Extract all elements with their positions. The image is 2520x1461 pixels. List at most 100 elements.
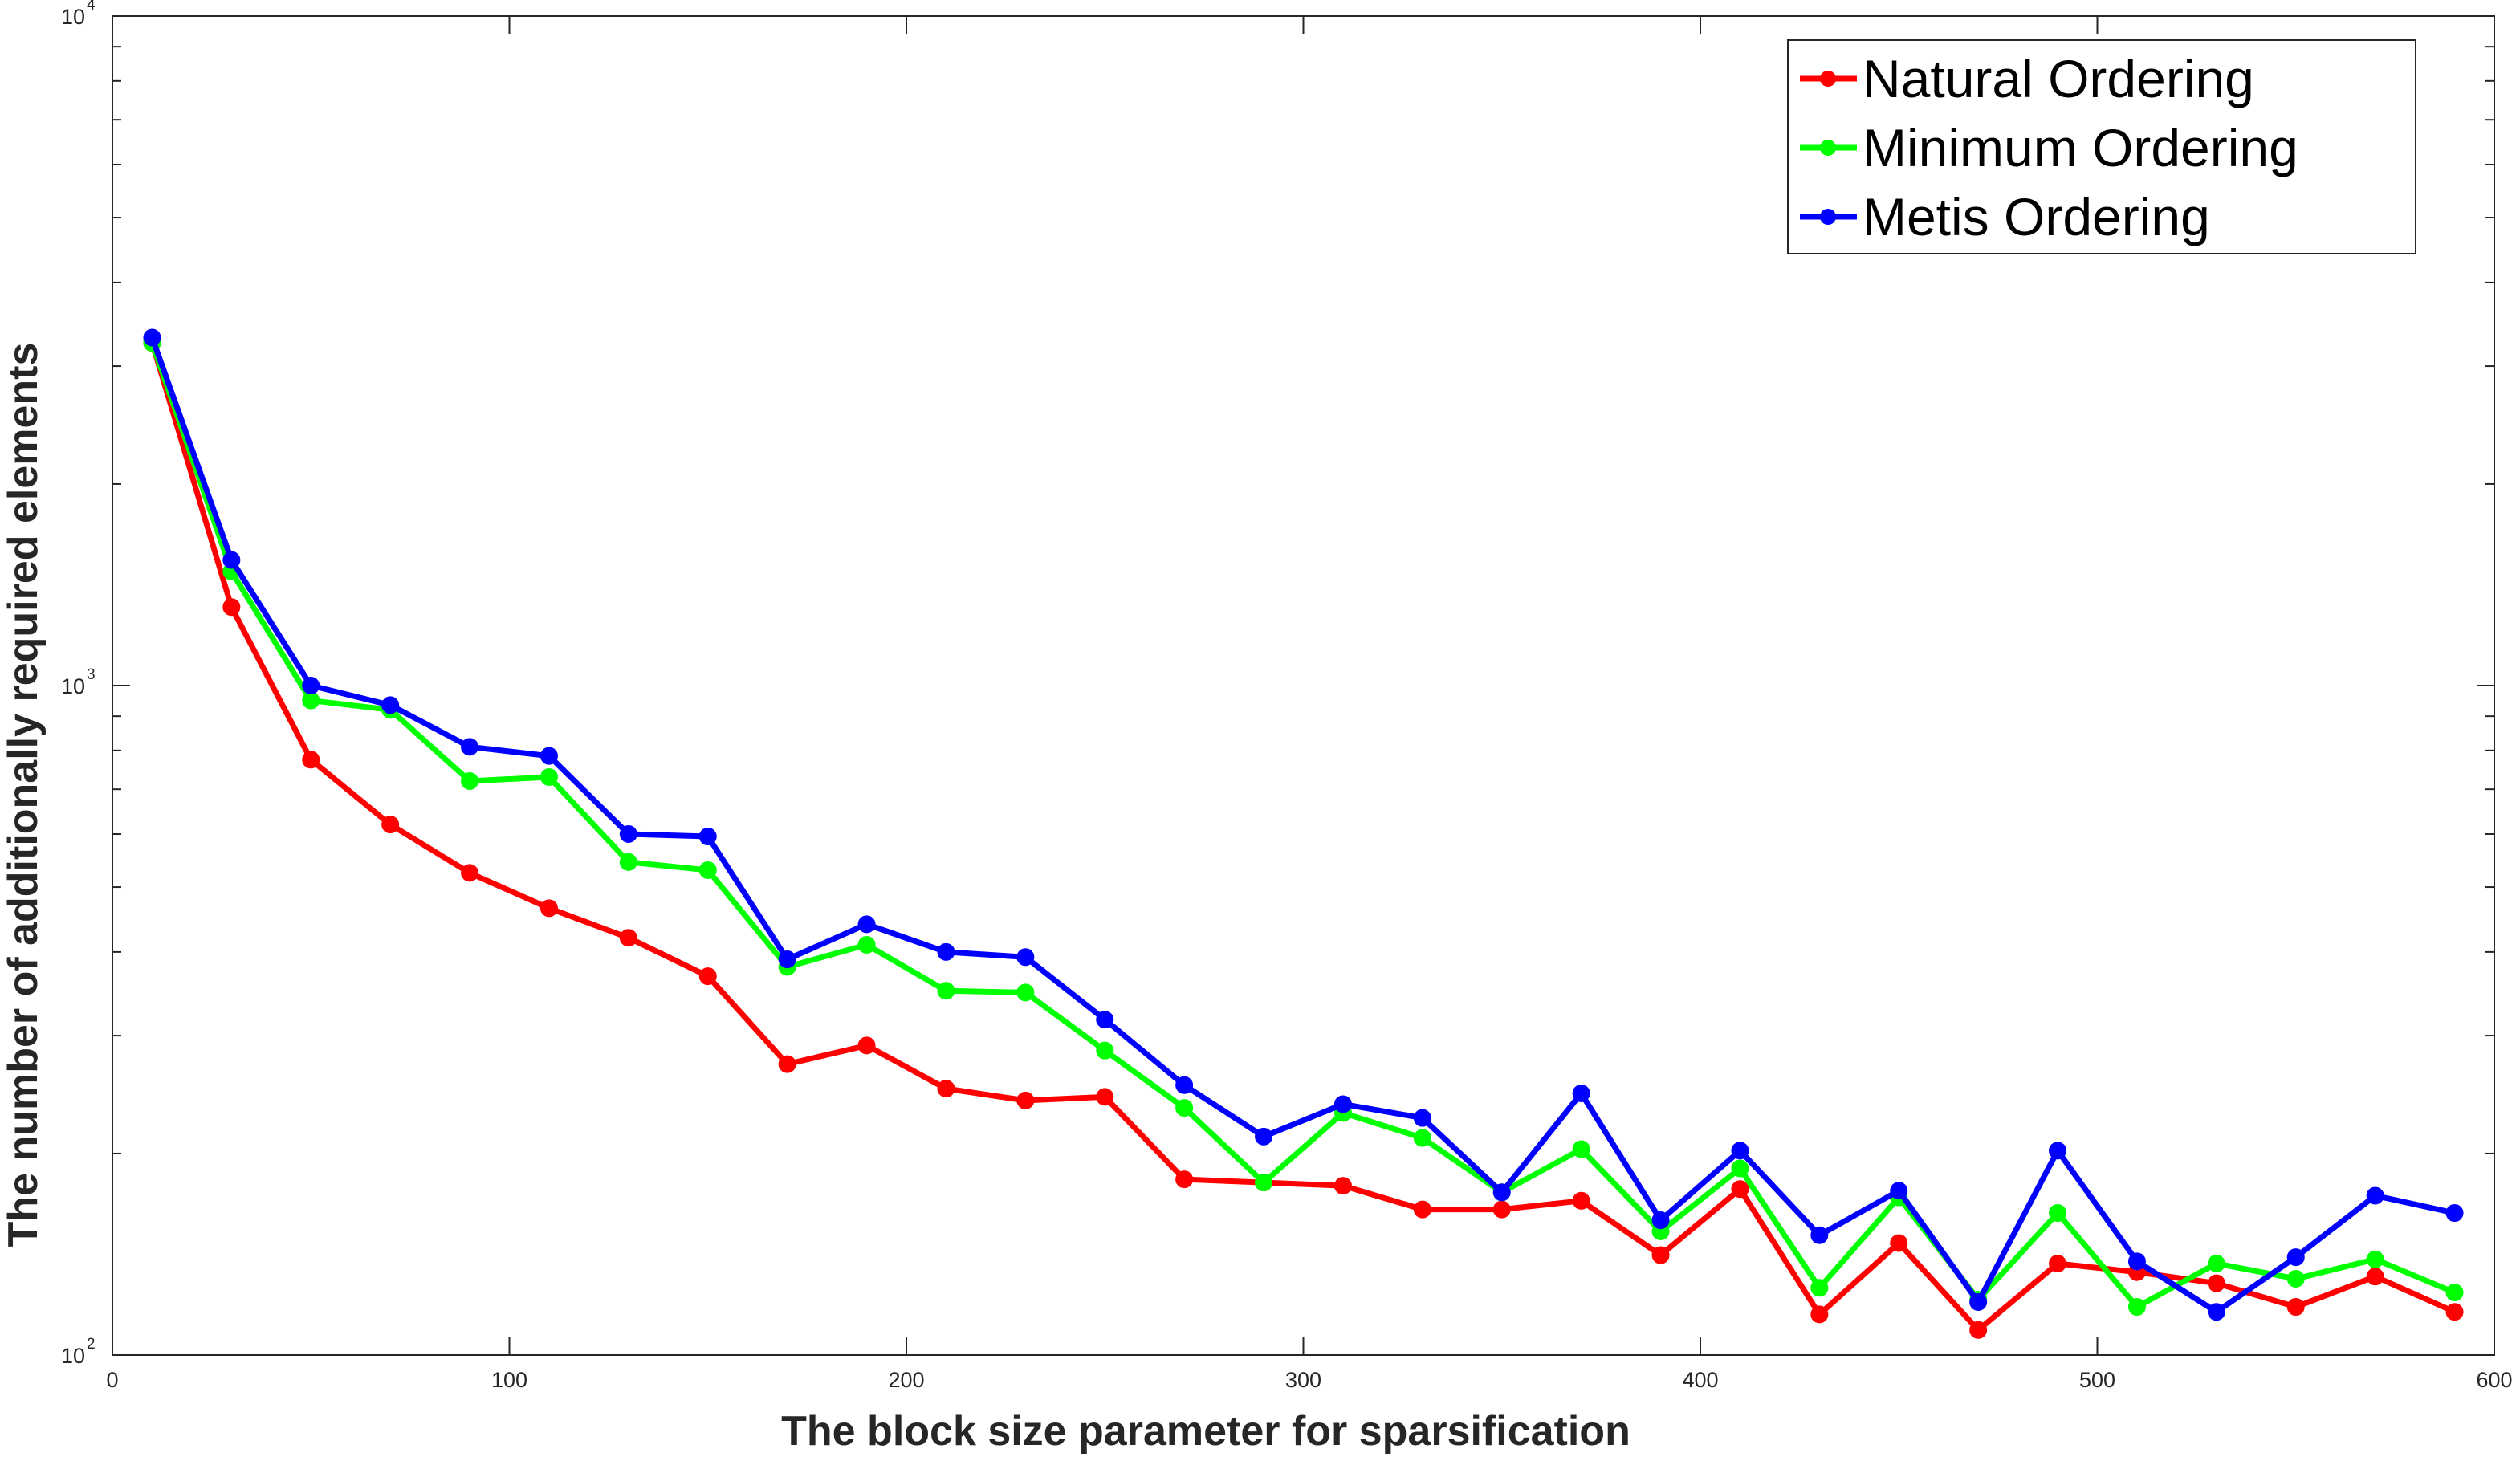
- x-tick-label: 200: [888, 1368, 924, 1392]
- data-point: [2049, 1254, 2067, 1272]
- data-point: [1731, 1142, 1749, 1160]
- data-point: [1890, 1234, 1908, 1252]
- data-point: [2286, 1269, 2305, 1288]
- data-point: [1096, 1011, 1114, 1029]
- data-point: [778, 950, 796, 969]
- data-point: [143, 328, 161, 347]
- data-point: [1096, 1088, 1114, 1106]
- data-point: [1810, 1279, 1829, 1297]
- data-point: [1255, 1127, 1273, 1146]
- series-line: [149, 336, 2456, 1315]
- y-tick-label-exponent: 4: [87, 0, 96, 14]
- data-point: [1175, 1076, 1194, 1094]
- legend-label: Minimum Ordering: [1863, 118, 2298, 177]
- x-tick-label: 0: [106, 1368, 118, 1392]
- data-point: [2127, 1298, 2146, 1317]
- data-point: [937, 942, 955, 961]
- data-point: [539, 747, 558, 765]
- data-point: [857, 915, 876, 934]
- data-point: [619, 929, 637, 947]
- data-point: [1969, 1292, 1988, 1311]
- x-tick-label: 500: [2079, 1368, 2115, 1392]
- data-point: [2445, 1284, 2464, 1302]
- data-point: [2445, 1303, 2464, 1321]
- data-point: [222, 598, 241, 617]
- data-point: [1572, 1084, 1590, 1102]
- data-point: [2207, 1274, 2225, 1292]
- data-point: [1413, 1200, 1431, 1219]
- data-point: [2207, 1303, 2225, 1321]
- data-point: [1731, 1159, 1749, 1178]
- data-point: [381, 816, 400, 834]
- legend-label: Metis Ordering: [1863, 187, 2210, 246]
- data-point: [1255, 1174, 1273, 1192]
- data-point: [2049, 1204, 2067, 1223]
- data-point: [1333, 1177, 1352, 1195]
- data-point: [2445, 1204, 2464, 1223]
- data-point: [778, 1055, 796, 1073]
- data-point: [2127, 1252, 2146, 1271]
- data-point: [1810, 1305, 1829, 1324]
- legend-label: Natural Ordering: [1863, 49, 2254, 108]
- x-tick-label: 400: [1682, 1368, 1718, 1392]
- x-tick-label: 300: [1285, 1368, 1321, 1392]
- y-tick-label: 10: [61, 1344, 85, 1368]
- data-point: [381, 696, 400, 714]
- data-point: [461, 738, 479, 756]
- data-point: [2366, 1186, 2384, 1205]
- data-point: [1175, 1099, 1194, 1117]
- series-layer: [143, 328, 2464, 1339]
- data-point: [857, 1036, 876, 1055]
- y-tick-label-exponent: 2: [87, 1336, 96, 1353]
- data-point: [2207, 1254, 2225, 1272]
- data-point: [1096, 1041, 1114, 1060]
- data-point: [619, 853, 637, 871]
- data-point: [461, 771, 479, 790]
- data-point: [2286, 1298, 2305, 1317]
- data-point: [619, 825, 637, 844]
- data-point: [698, 861, 717, 879]
- data-point: [1016, 948, 1035, 967]
- x-axis-title: The block size parameter for sparsificat…: [781, 1408, 1630, 1455]
- data-point: [1016, 983, 1035, 1002]
- data-point: [1651, 1246, 1670, 1264]
- legend-swatch-marker: [1820, 140, 1836, 156]
- x-axis: 0 100 200 300 400 500 600: [106, 16, 2513, 1392]
- data-point: [302, 691, 320, 710]
- data-point: [1731, 1180, 1749, 1199]
- data-point: [698, 967, 717, 986]
- series-line: [149, 342, 2456, 1333]
- data-point: [539, 767, 558, 786]
- data-point: [1572, 1191, 1590, 1210]
- series-natural-ordering: [143, 334, 2464, 1339]
- data-point: [1969, 1321, 1988, 1339]
- data-point: [1333, 1095, 1352, 1113]
- data-point: [1413, 1109, 1431, 1127]
- data-point: [937, 1080, 955, 1098]
- data-point: [2049, 1142, 2067, 1160]
- data-point: [1651, 1211, 1670, 1230]
- data-point: [1492, 1183, 1511, 1202]
- data-point: [1492, 1200, 1511, 1219]
- data-point: [1413, 1129, 1431, 1147]
- y-axis-title: The number of additionally required elem…: [0, 343, 47, 1247]
- legend-box: [1787, 39, 2416, 254]
- data-point: [222, 551, 241, 569]
- data-point: [2286, 1248, 2305, 1267]
- data-point: [1016, 1091, 1035, 1109]
- series-line: [149, 341, 2456, 1310]
- data-point: [302, 751, 320, 769]
- legend-swatch-marker: [1820, 71, 1836, 87]
- data-point: [698, 828, 717, 846]
- y-tick-label-exponent: 3: [87, 666, 96, 683]
- data-point: [937, 982, 955, 1000]
- data-point: [857, 935, 876, 954]
- data-point: [1810, 1226, 1829, 1244]
- data-point: [461, 864, 479, 882]
- data-point: [302, 677, 320, 694]
- legend-swatch-marker: [1820, 209, 1836, 225]
- x-tick-label: 100: [491, 1368, 527, 1392]
- x-tick-label: 600: [2476, 1368, 2512, 1392]
- data-point: [539, 899, 558, 918]
